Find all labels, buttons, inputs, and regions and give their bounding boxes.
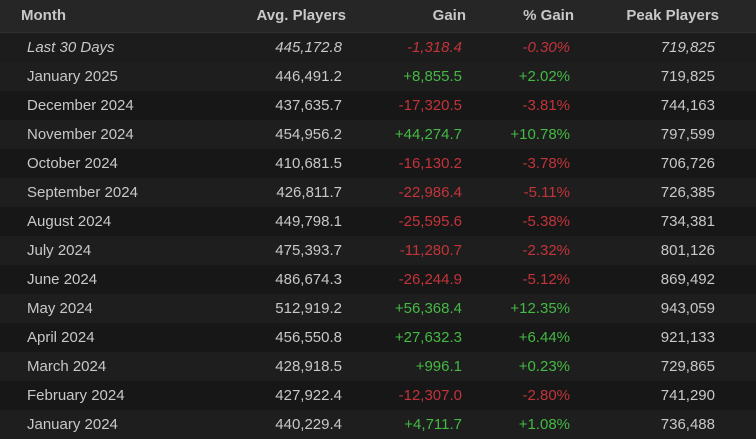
table-header: Month Avg. Players Gain % Gain Peak Play… <box>0 0 756 33</box>
header-pct-gain[interactable]: % Gain <box>523 7 574 24</box>
table-row: December 2024 437,635.7 -17,320.5 -3.81% 744… <box>0 91 756 120</box>
table-body: Last 30 Days 445,172.8 -1,318.4 -0.30% 719,8… <box>0 33 756 439</box>
peak-players-cell: 719,825 <box>660 68 715 85</box>
gain-cell: +27,632.3 <box>394 329 462 346</box>
peak-players-cell: 943,059 <box>660 300 715 317</box>
month-cell: December 2024 <box>27 97 134 114</box>
gain-cell: +8,855.5 <box>403 68 462 85</box>
pct-gain-cell: -2.80% <box>522 387 570 404</box>
avg-players-cell: 440,229.4 <box>275 416 342 433</box>
month-cell: Last 30 Days <box>27 39 115 56</box>
table-row: August 2024 449,798.1 -25,595.6 -5.38% 734,3… <box>0 207 756 236</box>
gain-cell: -1,318.4 <box>406 39 462 56</box>
gain-cell: -22,986.4 <box>398 184 462 201</box>
peak-players-cell: 736,488 <box>660 416 715 433</box>
table-row: November 2024 454,956.2 +44,274.7 +10.78% 79… <box>0 120 756 149</box>
peak-players-cell: 719,825 <box>660 39 715 56</box>
gain-cell: -16,130.2 <box>398 155 462 172</box>
month-cell: January 2025 <box>27 68 118 85</box>
avg-players-cell: 428,918.5 <box>275 358 342 375</box>
month-cell: November 2024 <box>27 126 134 143</box>
pct-gain-cell: -0.30% <box>522 39 570 56</box>
gain-cell: +4,711.7 <box>404 416 462 433</box>
table-row: September 2024 426,811.7 -22,986.4 -5.11% 72… <box>0 178 756 207</box>
header-gain[interactable]: Gain <box>432 7 466 24</box>
peak-players-cell: 726,385 <box>660 184 715 201</box>
table-row: October 2024 410,681.5 -16,130.2 -3.78% 706,… <box>0 149 756 178</box>
peak-players-cell: 706,726 <box>660 155 715 172</box>
pct-gain-cell: -3.78% <box>522 155 570 172</box>
avg-players-cell: 486,674.3 <box>275 271 342 288</box>
avg-players-cell: 445,172.8 <box>275 39 342 56</box>
peak-players-cell: 744,163 <box>660 97 715 114</box>
avg-players-cell: 454,956.2 <box>275 126 342 143</box>
avg-players-cell: 427,922.4 <box>275 387 342 404</box>
avg-players-cell: 449,798.1 <box>275 213 342 230</box>
header-avg-players[interactable]: Avg. Players <box>256 7 347 24</box>
pct-gain-cell: -5.12% <box>522 271 570 288</box>
pct-gain-cell: -2.32% <box>522 242 570 259</box>
pct-gain-cell: +2.02% <box>518 68 570 85</box>
gain-cell: +56,368.4 <box>394 300 462 317</box>
peak-players-cell: 797,599 <box>660 126 715 143</box>
month-cell: April 2024 <box>27 329 95 346</box>
table-row: June 2024 486,674.3 -26,244.9 -5.12% 869,492 <box>0 265 756 294</box>
avg-players-cell: 426,811.7 <box>276 184 342 201</box>
pct-gain-cell: -3.81% <box>522 97 570 114</box>
avg-players-cell: 512,919.2 <box>275 300 342 317</box>
month-cell: January 2024 <box>27 416 118 433</box>
peak-players-cell: 801,126 <box>660 242 715 259</box>
gain-cell: -26,244.9 <box>398 271 462 288</box>
avg-players-cell: 475,393.7 <box>275 242 342 259</box>
gain-cell: -17,320.5 <box>398 97 462 114</box>
table-row: January 2025 446,491.2 +8,855.5 +2.02% 719,8… <box>0 62 756 91</box>
table-row: July 2024 475,393.7 -11,280.7 -2.32% 801,126 <box>0 236 756 265</box>
pct-gain-cell: +10.78% <box>510 126 570 143</box>
month-cell: June 2024 <box>27 271 98 288</box>
month-cell: March 2024 <box>27 358 107 375</box>
pct-gain-cell: +0.23% <box>518 358 570 375</box>
month-cell: February 2024 <box>27 387 125 404</box>
avg-players-cell: 456,550.8 <box>275 329 342 346</box>
header-peak-players[interactable]: Peak Players <box>626 7 719 24</box>
gain-cell: -12,307.0 <box>398 387 462 404</box>
avg-players-cell: 410,681.5 <box>275 155 342 172</box>
pct-gain-cell: +6.44% <box>518 329 570 346</box>
table-row: March 2024 428,918.5 +996.1 +0.23% 729,865 <box>0 352 756 381</box>
month-cell: July 2024 <box>27 242 92 259</box>
header-month[interactable]: Month <box>21 7 66 24</box>
month-cell: October 2024 <box>27 155 118 172</box>
peak-players-cell: 921,133 <box>660 329 715 346</box>
table-row: January 2024 440,229.4 +4,711.7 +1.08% 736,4… <box>0 410 756 439</box>
peak-players-cell: 741,290 <box>660 387 715 404</box>
table-row: February 2024 427,922.4 -12,307.0 -2.80% 741… <box>0 381 756 410</box>
gain-cell: +44,274.7 <box>394 126 462 143</box>
gain-cell: +996.1 <box>415 358 462 375</box>
gain-cell: -25,595.6 <box>398 213 462 230</box>
table-row-last-30-days: Last 30 Days 445,172.8 -1,318.4 -0.30% 719,8… <box>0 33 756 62</box>
pct-gain-cell: -5.11% <box>523 184 570 201</box>
table-row: April 2024 456,550.8 +27,632.3 +6.44% 921,13… <box>0 323 756 352</box>
month-cell: September 2024 <box>27 184 138 201</box>
pct-gain-cell: +1.08% <box>518 416 570 433</box>
pct-gain-cell: +12.35% <box>510 300 570 317</box>
avg-players-cell: 446,491.2 <box>275 68 342 85</box>
table-row: May 2024 512,919.2 +56,368.4 +12.35% 943,059 <box>0 294 756 323</box>
peak-players-cell: 729,865 <box>660 358 715 375</box>
gain-cell: -11,280.7 <box>399 242 462 259</box>
peak-players-cell: 734,381 <box>660 213 715 230</box>
pct-gain-cell: -5.38% <box>522 213 570 230</box>
avg-players-cell: 437,635.7 <box>275 97 342 114</box>
month-cell: May 2024 <box>27 300 93 317</box>
peak-players-cell: 869,492 <box>660 271 715 288</box>
month-cell: August 2024 <box>27 213 112 230</box>
